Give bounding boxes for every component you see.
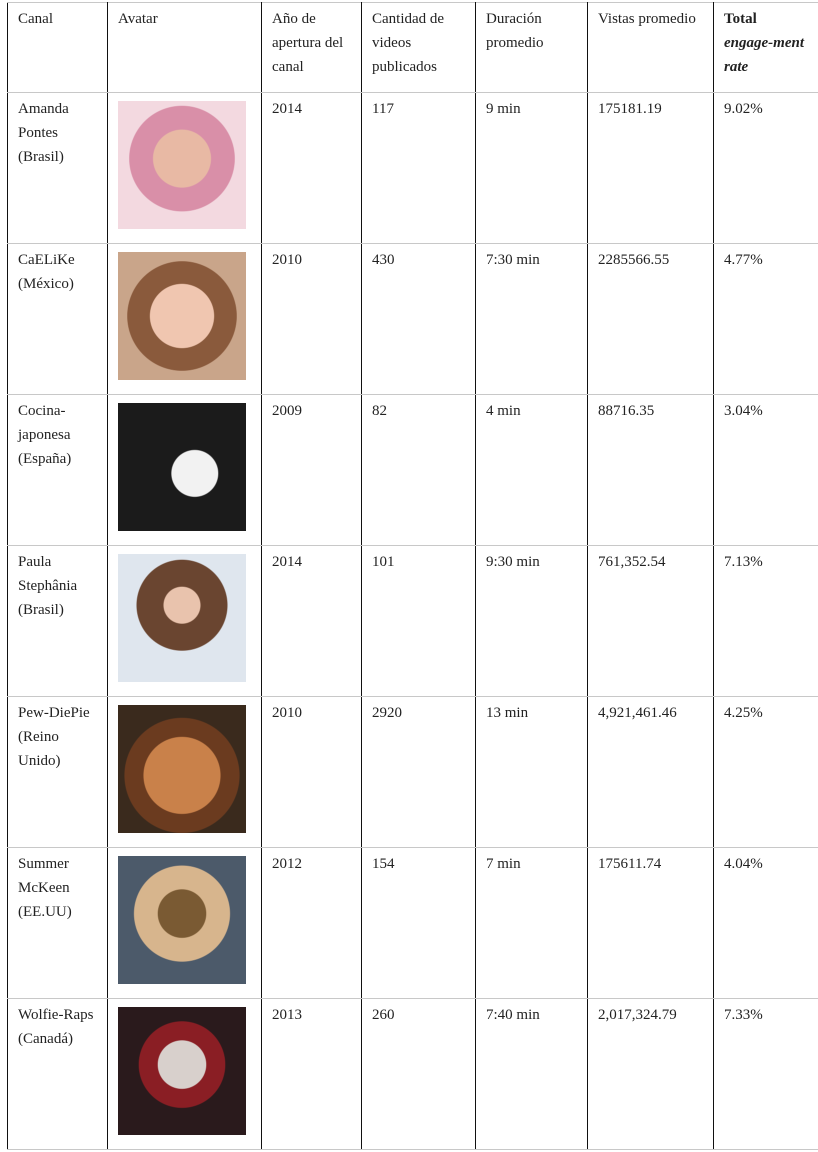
data-cell: 2010 [262,244,362,395]
data-cell: 7:40 min [476,999,588,1150]
data-cell: 2009 [262,395,362,546]
data-cell: 7:30 min [476,244,588,395]
data-cell: 2014 [262,93,362,244]
header-cell: Cantidad de videos publicados [362,3,476,93]
avatar-image [118,1007,246,1135]
data-cell: 117 [362,93,476,244]
header-subtitle: engage-ment rate [724,31,810,79]
channel-cell: Cocina-japonesa (España) [8,395,108,546]
data-cell: 7.13% [714,546,818,697]
page: {"table": { "header": ["Canal", "Avatar"… [0,0,818,1152]
channel-cell: Paula Stephânia (Brasil) [8,546,108,697]
header-cell: Vistas promedio [588,3,714,93]
data-cell: 7.33% [714,999,818,1150]
data-cell: 9 min [476,93,588,244]
data-cell: 2285566.55 [588,244,714,395]
data-cell: 430 [362,244,476,395]
data-cell: 2013 [262,999,362,1150]
header-cell: Duración promedio [476,3,588,93]
data-cell: 175611.74 [588,848,714,999]
avatar-cell [108,697,262,848]
avatar-image [118,403,246,531]
data-cell: 13 min [476,697,588,848]
channel-cell: CaELiKe (México) [8,244,108,395]
header-title: Total [724,7,810,31]
channel-cell: Pew-DiePie (Reino Unido) [8,697,108,848]
header-cell: Canal [8,3,108,93]
avatar-cell [108,848,262,999]
channel-cell: Amanda Pontes (Brasil) [8,93,108,244]
data-cell: 4.25% [714,697,818,848]
avatar-cell [108,999,262,1150]
channel-cell: Wolfie-Raps (Canadá) [8,999,108,1150]
avatar-cell [108,395,262,546]
avatar-image [118,554,246,682]
data-cell: 3.04% [714,395,818,546]
data-cell: 88716.35 [588,395,714,546]
data-cell: 4,921,461.46 [588,697,714,848]
data-cell: 2014 [262,546,362,697]
avatar-image [118,101,246,229]
data-cell: 4.04% [714,848,818,999]
data-cell: 154 [362,848,476,999]
data-cell: 761,352.54 [588,546,714,697]
data-cell: 9:30 min [476,546,588,697]
channel-cell: Summer McKeen (EE.UU) [8,848,108,999]
data-cell: 101 [362,546,476,697]
data-cell: 2012 [262,848,362,999]
data-cell: 175181.19 [588,93,714,244]
avatar-cell [108,93,262,244]
header-cell: Avatar [108,3,262,93]
data-cell: 82 [362,395,476,546]
data-cell: 2,017,324.79 [588,999,714,1150]
header-cell: Año de apertura del canal [262,3,362,93]
data-cell: 2010 [262,697,362,848]
data-cell: 260 [362,999,476,1150]
data-cell: 4 min [476,395,588,546]
data-cell: 7 min [476,848,588,999]
data-cell: 2920 [362,697,476,848]
data-cell: 4.77% [714,244,818,395]
data-cell: 9.02% [714,93,818,244]
avatar-image [118,705,246,833]
avatar-image [118,856,246,984]
avatar-cell [108,244,262,395]
avatar-image [118,252,246,380]
avatar-cell [108,546,262,697]
